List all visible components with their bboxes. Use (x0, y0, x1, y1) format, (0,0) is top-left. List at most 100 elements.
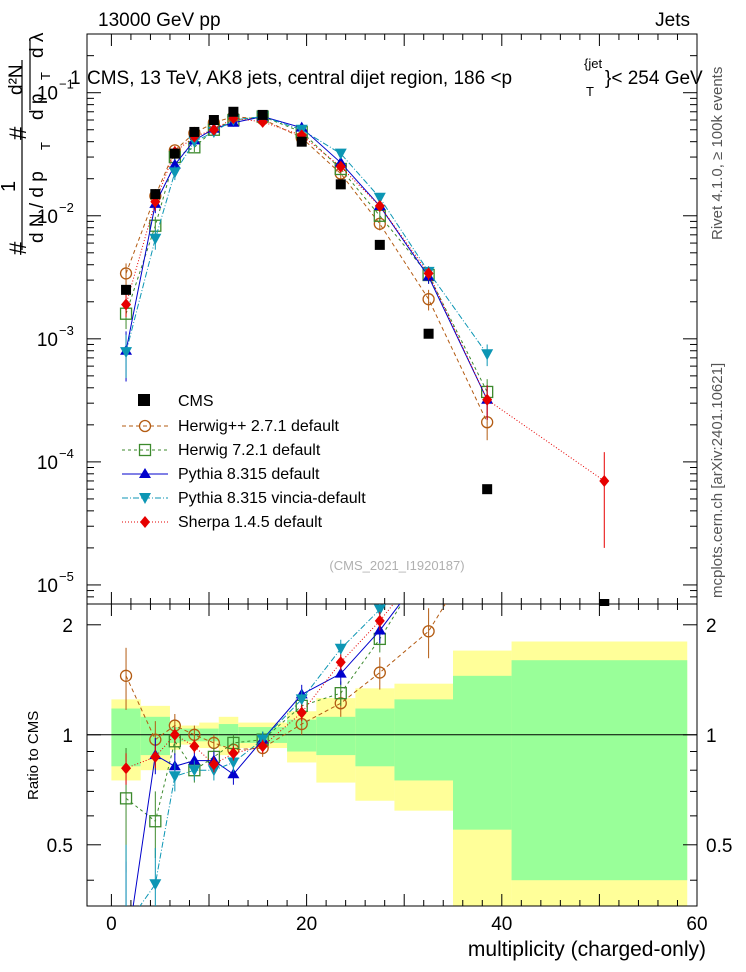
ratio-point (257, 740, 268, 753)
legend: CMS Herwig++ 2.7.1 default Herwig 7.2.1 … (122, 393, 366, 531)
ratio-point (189, 740, 200, 753)
y-tick-label-mantissa: 10 (37, 207, 58, 228)
y-tick-label-mantissa: 10 (37, 576, 58, 597)
analysis-watermark: (CMS_2021_I1920187) (329, 558, 464, 573)
title-subscript: T (586, 84, 594, 99)
ratio-point (227, 768, 240, 779)
legend-marker-vincia (139, 493, 151, 504)
ratio-point (373, 604, 386, 616)
ylabel-hash-2: # (5, 126, 32, 140)
ratio-point (188, 728, 201, 741)
ratio-point (482, 445, 493, 456)
chart-title: CMS, 13 TeV, AK8 jets, central dijet reg… (87, 68, 512, 89)
ylabel-hash-1: # (5, 241, 32, 255)
ratio-point (188, 754, 201, 765)
title-superscript: {jet (584, 56, 602, 71)
ratio-ylabel: Ratio to CMS (25, 711, 42, 800)
cms-data-point (482, 484, 493, 495)
ylabel-dptdl: d p (27, 94, 48, 120)
ratio-series-line (125, 604, 446, 751)
ratio-point (373, 666, 386, 679)
cms-data-point (169, 148, 180, 159)
ratio-band-inner (394, 699, 453, 781)
legend-label-sherpa: Sherpa 1.4.5 default (178, 514, 323, 531)
cms-data-point (423, 328, 434, 339)
ylabel-t1: T (38, 142, 53, 150)
ratio-tick-label-right: 2 (706, 616, 717, 637)
header-right: Jets (655, 10, 690, 31)
cms-data-point (374, 239, 385, 250)
cms-data-point (189, 126, 200, 137)
ratio-point (295, 694, 308, 706)
series-point (208, 123, 219, 136)
y-tick-label-exponent: −5 (59, 569, 74, 584)
ratio-point (149, 879, 162, 891)
legend-marker-pythia (139, 468, 151, 478)
legend-label-pythia: Pythia 8.315 default (178, 466, 320, 483)
y-tick-label-mantissa: 10 (37, 330, 58, 351)
series-point (334, 148, 347, 160)
y-axis-label: # 1 d N / d p T # d²N d p T d λ (0, 32, 53, 255)
x-axis-label: multiplicity (charged-only) (468, 938, 706, 961)
legend-marker-cms (138, 394, 150, 406)
title-prefix: 1 (70, 68, 81, 89)
ratio-point (168, 771, 181, 783)
chart-marks (119, 106, 610, 959)
ratio-point (228, 747, 239, 760)
series-point (168, 158, 181, 169)
y-tick-label-exponent: −4 (59, 446, 74, 461)
series-point (168, 167, 181, 179)
series-point (120, 347, 133, 359)
ratio-tick-label-left: 1 (62, 726, 73, 747)
ratio-band-inner (355, 708, 395, 767)
header-left: 13000 GeV pp (98, 10, 221, 31)
cms-data-point (150, 189, 161, 200)
main-series-group (119, 106, 610, 548)
cms-data-point (296, 136, 307, 147)
x-tick-label: 60 (686, 914, 707, 935)
ratio-point (335, 656, 346, 669)
ratio-point (296, 706, 307, 719)
ratio-tick-label-left: 2 (62, 616, 73, 637)
ratio-point (599, 165, 609, 177)
ylabel-d2n: d²N (6, 64, 27, 95)
ratio-point (169, 728, 180, 741)
ratio-point (482, 473, 492, 485)
x-tick-label: 40 (491, 914, 512, 935)
series-point (481, 349, 494, 361)
ratio-point (422, 625, 435, 638)
ylabel-one: 1 (0, 181, 20, 192)
ratio-point (207, 736, 221, 750)
legend-label-herwig7: Herwig 7.2.1 default (178, 442, 321, 459)
series-point (335, 160, 346, 173)
ratio-tick-label-right: 1 (706, 726, 717, 747)
ratio-plot-frame (86, 603, 698, 907)
series-point (149, 233, 162, 245)
rivet-label: Rivet 4.1.0, ≥ 100k events (709, 67, 726, 240)
legend-label-vincia: Pythia 8.315 vincia-default (178, 490, 366, 507)
y-tick-label-mantissa: 10 (37, 453, 58, 474)
x-tick-label: 0 (106, 914, 117, 935)
ratio-point (334, 667, 347, 678)
y-tick-label-exponent: −2 (59, 200, 74, 215)
ratio-bands (111, 641, 688, 906)
mcplots-label: mcplots.cern.ch [arXiv:2401.10621] (709, 363, 726, 598)
ratio-tick-label-right: 0.5 (706, 836, 732, 857)
ratio-point (334, 643, 347, 655)
series-point (374, 200, 385, 213)
ylabel-dndpt: d N / d p (27, 171, 48, 243)
cms-data-point (121, 284, 132, 295)
ratio-point (120, 949, 132, 959)
ratio-point (423, 545, 435, 556)
ratio-point (150, 750, 161, 763)
title-end: }< 254 GeV (605, 68, 703, 89)
ratio-series-group (119, 165, 609, 959)
series-point (482, 393, 493, 406)
ratio-point (120, 921, 132, 932)
legend-label-cms: CMS (178, 393, 214, 410)
ratio-tick-label-left: 0.5 (47, 836, 73, 857)
legend-marker-herwig7 (138, 443, 152, 457)
ratio-series-line (132, 604, 401, 906)
